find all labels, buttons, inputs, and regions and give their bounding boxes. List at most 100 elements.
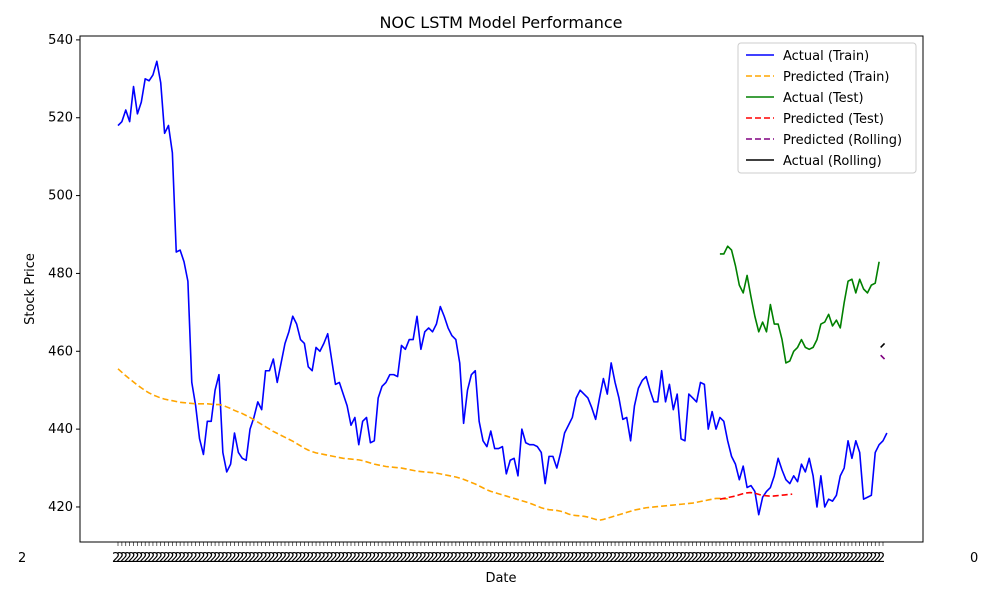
x-tick-label: 2 bbox=[275, 551, 283, 566]
x-tick-label: 2 bbox=[236, 551, 244, 566]
x-tick-label: 2 bbox=[201, 551, 209, 566]
x-tick-label: 2 bbox=[539, 551, 547, 566]
x-tick-label: 2 bbox=[124, 551, 132, 566]
x-tick-label: 2 bbox=[361, 551, 369, 566]
legend-label: Actual (Rolling) bbox=[783, 154, 882, 169]
x-tick-label: 2 bbox=[660, 551, 668, 566]
x-tick-label: 2 bbox=[194, 551, 202, 566]
x-tick-label: 2 bbox=[772, 551, 780, 566]
x-tick-label: 2 bbox=[357, 551, 365, 566]
x-tick-label: 2 bbox=[663, 551, 671, 566]
x-tick-label: 2 bbox=[675, 551, 683, 566]
series-line-actual-test bbox=[719, 245, 880, 364]
series-line-predicted-rolling bbox=[880, 354, 886, 360]
x-tick-label: 2 bbox=[461, 551, 469, 566]
x-tick-label: 2 bbox=[780, 551, 788, 566]
series-line-actual-train bbox=[117, 60, 888, 516]
x-tick-label: 2 bbox=[252, 551, 260, 566]
x-tick-label: 2 bbox=[298, 551, 306, 566]
x-tick-label: 2 bbox=[364, 551, 372, 566]
x-tick-label: 2 bbox=[240, 551, 248, 566]
x-tick-label: 2 bbox=[225, 551, 233, 566]
x-tick-label: 2 bbox=[788, 551, 796, 566]
x-tick-label: 2 bbox=[792, 551, 800, 566]
x-tick-label: 2 bbox=[380, 551, 388, 566]
x-tick-label: 2 bbox=[178, 551, 186, 566]
x-tick-label: 2 bbox=[640, 551, 648, 566]
x-tick-label: 2 bbox=[271, 551, 279, 566]
x-tick-label: 2 bbox=[636, 551, 644, 566]
legend-label: Predicted (Train) bbox=[783, 70, 890, 85]
x-tick-label: 2 bbox=[722, 551, 730, 566]
x-tick-label: 2 bbox=[155, 551, 163, 566]
x-tick-label: 2 bbox=[217, 551, 225, 566]
x-tick-label: 2 bbox=[279, 551, 287, 566]
x-tick-label: 2 bbox=[384, 551, 392, 566]
series-line-predicted-test bbox=[719, 491, 793, 500]
x-tick-label: 2 bbox=[726, 551, 734, 566]
x-tick-label: 2 bbox=[190, 551, 198, 566]
x-tick-label: 2 bbox=[784, 551, 792, 566]
x-tick-label: 2 bbox=[819, 551, 827, 566]
x-tick-label: 2 bbox=[811, 551, 819, 566]
x-tick-label: 2 bbox=[182, 551, 190, 566]
x-tick-label: 2 bbox=[504, 551, 512, 566]
x-tick-label: 2 bbox=[562, 551, 570, 566]
x-tick-label: 2 bbox=[112, 551, 120, 566]
x-tick-label: 2 bbox=[442, 551, 450, 566]
x-tick-label: 2 bbox=[430, 551, 438, 566]
series-line-actual-rolling bbox=[880, 342, 886, 348]
x-tick-label: 2 bbox=[446, 551, 454, 566]
x-tick-label: 2 bbox=[329, 551, 337, 566]
y-tick-label: 520 bbox=[48, 111, 73, 126]
x-tick-label: 2 bbox=[578, 551, 586, 566]
legend-label: Actual (Train) bbox=[783, 49, 869, 64]
x-tick-label: 2 bbox=[481, 551, 489, 566]
x-tick-label: 2 bbox=[594, 551, 602, 566]
x-tick-label: 0 bbox=[970, 551, 978, 566]
x-tick-label: 2 bbox=[151, 551, 159, 566]
x-tick-label: 2 bbox=[679, 551, 687, 566]
x-tick-label: 2 bbox=[283, 551, 291, 566]
x-tick-label: 2 bbox=[322, 551, 330, 566]
x-tick-label: 2 bbox=[159, 551, 167, 566]
x-tick-label: 2 bbox=[566, 551, 574, 566]
y-axis-ticks: 420 440 460 480 500 520 540 bbox=[48, 33, 80, 515]
x-tick-label: 2 bbox=[644, 551, 652, 566]
x-tick-label: 2 bbox=[613, 551, 621, 566]
x-tick-label: 2 bbox=[520, 551, 528, 566]
y-tick-label: 440 bbox=[48, 422, 73, 437]
legend-label: Actual (Test) bbox=[783, 91, 864, 106]
x-tick-label: 2 bbox=[135, 551, 143, 566]
x-tick-label: 2 bbox=[427, 551, 435, 566]
x-tick-label: 2 bbox=[485, 551, 493, 566]
legend: Actual (Train) Predicted (Train) Actual (T… bbox=[737, 42, 917, 174]
x-tick-label: 2 bbox=[815, 551, 823, 566]
x-tick-label: 2 bbox=[586, 551, 594, 566]
x-tick-label: 2 bbox=[861, 551, 869, 566]
x-tick-label: 2 bbox=[764, 551, 772, 566]
x-tick-label: 2 bbox=[500, 551, 508, 566]
x-tick-label: 2 bbox=[469, 551, 477, 566]
x-tick-label: 2 bbox=[310, 551, 318, 566]
x-tick-label: 2 bbox=[842, 551, 850, 566]
x-axis-ticks: 2 222222222222222222222222222222222222222… bbox=[18, 542, 978, 566]
x-tick-label: 2 bbox=[858, 551, 866, 566]
x-tick-label: 2 bbox=[244, 551, 252, 566]
x-tick-label: 2 bbox=[333, 551, 341, 566]
x-tick-label: 2 bbox=[698, 551, 706, 566]
x-tick-label: 2 bbox=[170, 551, 178, 566]
x-tick-label: 2 bbox=[213, 551, 221, 566]
x-tick-label: 2 bbox=[737, 551, 745, 566]
x-tick-label: 2 bbox=[823, 551, 831, 566]
x-tick-label: 2 bbox=[827, 551, 835, 566]
x-tick-label: 2 bbox=[671, 551, 679, 566]
x-tick-label: 2 bbox=[617, 551, 625, 566]
x-tick-label: 2 bbox=[714, 551, 722, 566]
x-tick-label: 2 bbox=[625, 551, 633, 566]
x-tick-label: 2 bbox=[865, 551, 873, 566]
x-tick-label: 2 bbox=[632, 551, 640, 566]
x-tick-label: 2 bbox=[524, 551, 532, 566]
x-tick-label: 2 bbox=[830, 551, 838, 566]
